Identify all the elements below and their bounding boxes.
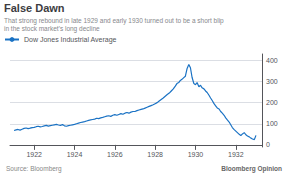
svg-text:Bloomberg Opinion: Bloomberg Opinion xyxy=(221,165,282,173)
svg-text:1926: 1926 xyxy=(107,151,123,158)
svg-text:400: 400 xyxy=(266,57,278,64)
svg-text:100: 100 xyxy=(266,120,278,127)
svg-text:1928: 1928 xyxy=(147,151,163,158)
svg-text:1922: 1922 xyxy=(26,151,42,158)
svg-text:False Dawn: False Dawn xyxy=(4,2,65,14)
svg-text:Dow Jones Industrial Average: Dow Jones Industrial Average xyxy=(24,36,117,44)
svg-text:Source: Bloomberg: Source: Bloomberg xyxy=(6,165,62,173)
svg-text:200: 200 xyxy=(266,99,278,106)
svg-text:1924: 1924 xyxy=(67,151,83,158)
svg-text:0: 0 xyxy=(266,141,270,148)
svg-text:300: 300 xyxy=(266,78,278,85)
svg-text:1932: 1932 xyxy=(228,151,244,158)
svg-text:in the stock market’s long dec: in the stock market’s long decline xyxy=(4,25,100,33)
svg-text:1930: 1930 xyxy=(188,151,204,158)
svg-text:That strong rebound in late 19: That strong rebound in late 1929 and ear… xyxy=(4,17,224,25)
